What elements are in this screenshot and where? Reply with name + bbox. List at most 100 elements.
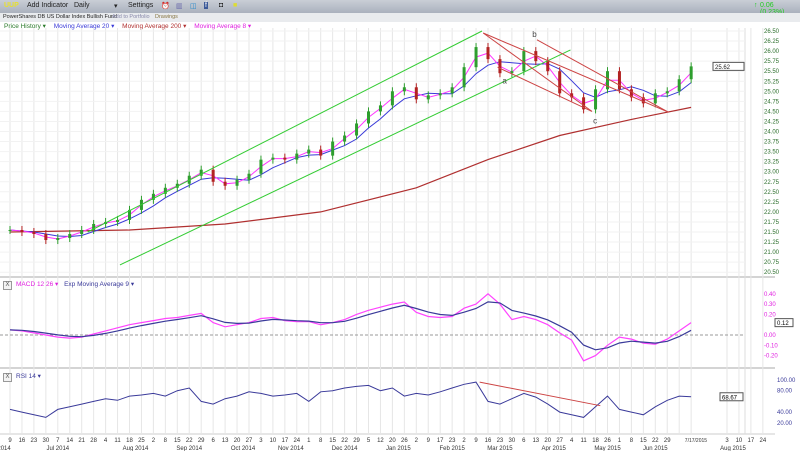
trendline-red	[482, 32, 593, 112]
x-tick-label: 26	[401, 438, 408, 444]
x-tick-label: 15	[174, 438, 181, 444]
change-arrow-icon: ↑	[754, 2, 758, 9]
current-date-label: 7/17/2015	[685, 438, 707, 444]
price-tick-label: 24.75	[764, 99, 780, 105]
x-tick-label: 15	[329, 438, 336, 444]
candle-body	[677, 79, 681, 92]
rsi-close-button[interactable]: X	[3, 373, 12, 382]
candle-body	[92, 223, 96, 230]
x-month-label: May 2015	[594, 446, 621, 451]
x-tick-label: 9	[8, 438, 12, 444]
macd-header: X MACD 12 26 ▾ Exp Moving Average 9 ▾	[3, 280, 134, 290]
twitter-icon[interactable]: ◫	[190, 3, 197, 10]
x-tick-label: 10	[736, 438, 743, 444]
x-month-label: Oct 2014	[231, 446, 256, 451]
x-month-label: Jan 2015	[386, 446, 411, 451]
candle-body	[283, 157, 287, 160]
settings-button[interactable]: Settings	[128, 2, 154, 9]
x-month-label: Dec 2014	[332, 446, 358, 451]
ma20-line	[9, 61, 692, 238]
wave-label: a	[502, 76, 507, 85]
x-tick-label: 13	[532, 438, 539, 444]
note-icon[interactable]: ■	[233, 2, 238, 9]
x-month-label: Aug 2015	[720, 446, 746, 451]
current-price-box	[712, 61, 745, 71]
symbol-label[interactable]: UUP	[4, 2, 19, 9]
legend-ma20[interactable]: Moving Average 20 ▾	[53, 23, 115, 30]
macd-label[interactable]: MACD 12 26 ▾	[16, 281, 59, 288]
x-tick-label: 20	[234, 438, 241, 444]
candle-body	[546, 61, 550, 72]
alarm-icon[interactable]: ⏰	[161, 3, 170, 10]
rsi-header: X RSI 14 ▾	[3, 372, 41, 382]
current-price-label: 25.62	[715, 65, 731, 71]
candle-body	[617, 71, 621, 90]
add-indicator-button[interactable]: Add Indicator	[27, 2, 69, 9]
candle-body	[414, 87, 418, 100]
legend-ma200[interactable]: Moving Average 200 ▾	[122, 23, 187, 30]
candle-body	[534, 51, 538, 62]
x-tick-label: 13	[222, 438, 229, 444]
x-tick-label: 27	[556, 438, 563, 444]
trendline-green	[87, 30, 483, 233]
price-tick-label: 26.50	[764, 29, 780, 35]
period-dropdown-caret[interactable]: ▾	[114, 3, 118, 10]
x-tick-label: 20	[544, 438, 551, 444]
macd-tick-label: 0.30	[764, 302, 776, 308]
candle-body	[211, 169, 215, 182]
price-tick-label: 22.25	[764, 200, 780, 206]
macd-close-button[interactable]: X	[3, 281, 12, 290]
x-tick-label: 2	[152, 438, 156, 444]
candle-body	[522, 51, 526, 72]
macd-tick-label: 0.40	[764, 292, 776, 298]
candle-body	[199, 169, 203, 176]
subbar: PowerShares DB US Dollar Index Bullish F…	[0, 13, 800, 22]
macd-signal-label[interactable]: Exp Moving Average 9 ▾	[64, 281, 135, 288]
macd-line	[9, 293, 692, 362]
period-select[interactable]: Daily	[74, 2, 90, 9]
candle-body	[307, 149, 311, 154]
macd-current-label: 0.12	[777, 321, 789, 327]
price-tick-label: 20.50	[764, 270, 780, 276]
candle-body	[367, 111, 370, 124]
x-tick-label: 15	[640, 438, 647, 444]
camera-icon[interactable]: ◘	[219, 2, 224, 9]
trendline-green	[119, 49, 571, 266]
price-tick-label: 26.00	[764, 49, 780, 55]
facebook-icon[interactable]: f	[204, 2, 208, 9]
x-tick-label: 24	[760, 438, 767, 444]
x-tick-label: 1	[618, 438, 622, 444]
rsi-label[interactable]: RSI 14 ▾	[16, 373, 41, 380]
x-tick-label: 6	[522, 438, 526, 444]
x-tick-label: 26	[604, 438, 611, 444]
rsi-line	[9, 381, 692, 418]
ma200-line	[9, 106, 692, 233]
legend-ma8[interactable]: Moving Average 8 ▾	[194, 23, 252, 30]
copy-icon[interactable]: ▥	[176, 3, 183, 10]
x-tick-label: 10	[270, 438, 277, 444]
wave-label: c	[593, 116, 597, 125]
macd-current-box	[774, 318, 794, 328]
candle-body	[319, 149, 323, 156]
candle-body	[510, 71, 514, 74]
price-change: 0.06 (0.23%)	[760, 2, 785, 16]
candle-body	[426, 95, 430, 100]
candle-body	[8, 229, 12, 231]
x-tick-label: 29	[664, 438, 671, 444]
x-tick-label: 8	[319, 438, 323, 444]
trendline-red	[536, 39, 669, 113]
x-tick-label: 16	[19, 438, 26, 444]
drawings-link[interactable]: Drawings	[155, 14, 178, 20]
candle-body	[295, 153, 299, 160]
price-tick-label: 23.50	[764, 150, 780, 156]
x-month-label: Aug 2014	[123, 446, 149, 451]
x-tick-label: 9	[474, 438, 478, 444]
price-tick-label: 22.00	[764, 210, 780, 216]
x-tick-label: 21	[78, 438, 85, 444]
add-to-portfolio-link[interactable]: Add to Portfolio	[112, 14, 150, 20]
candle-body	[116, 219, 120, 222]
candle-body	[80, 229, 84, 235]
candle-body	[20, 229, 24, 232]
legend-price-history[interactable]: Price History ▾	[4, 23, 46, 30]
